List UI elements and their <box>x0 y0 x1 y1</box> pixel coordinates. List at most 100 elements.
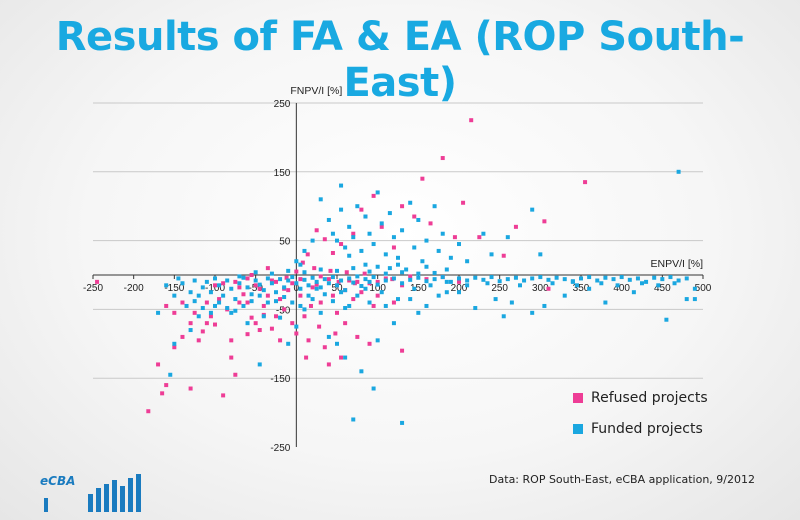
x-tick-label: 150 <box>410 283 427 294</box>
data-point <box>375 190 380 195</box>
data-point <box>172 310 177 315</box>
data-point <box>587 275 592 280</box>
data-point <box>196 293 201 298</box>
data-point <box>408 200 413 205</box>
data-point <box>213 283 217 288</box>
data-point <box>172 345 177 350</box>
data-point <box>269 271 274 276</box>
data-point <box>379 224 384 229</box>
data-point <box>542 303 547 308</box>
data-point <box>424 303 429 308</box>
data-point <box>261 314 266 319</box>
data-point <box>305 252 310 257</box>
legend-swatch-funded <box>573 424 583 434</box>
data-point <box>233 279 238 284</box>
data-point <box>383 276 388 281</box>
data-point <box>428 283 433 288</box>
data-point <box>330 250 335 255</box>
data-point <box>261 288 266 293</box>
data-point <box>359 248 364 253</box>
data-point <box>452 235 457 240</box>
data-point <box>416 310 421 315</box>
data-point <box>200 285 205 290</box>
data-point <box>269 281 274 286</box>
data-point <box>359 369 364 374</box>
data-point <box>265 276 270 281</box>
data-point <box>188 386 193 391</box>
legend-label-funded: Funded projects <box>591 421 703 437</box>
data-point <box>330 293 335 298</box>
data-point <box>444 279 449 284</box>
data-point <box>432 270 437 275</box>
data-point <box>302 277 307 282</box>
data-point <box>306 338 311 343</box>
data-point <box>318 310 323 315</box>
data-point <box>237 281 242 286</box>
data-point <box>619 275 624 280</box>
data-point <box>371 193 376 198</box>
data-point <box>371 275 376 280</box>
data-point <box>408 277 413 282</box>
data-point <box>343 306 348 311</box>
data-point <box>493 297 498 302</box>
data-point <box>233 297 238 302</box>
data-point <box>599 281 604 286</box>
data-point <box>217 300 222 305</box>
data-point <box>249 292 254 297</box>
data-point <box>265 293 270 298</box>
data-point <box>298 303 303 308</box>
data-point <box>428 221 433 226</box>
x-tick-label: 300 <box>532 283 549 294</box>
data-point <box>200 329 205 334</box>
data-point <box>522 278 527 283</box>
data-point <box>383 303 388 308</box>
data-point <box>208 310 213 315</box>
data-point <box>668 275 673 280</box>
data-point <box>245 332 250 337</box>
data-point <box>347 276 352 281</box>
data-point <box>317 324 322 329</box>
data-point <box>330 275 335 280</box>
data-point <box>335 268 339 273</box>
data-point <box>326 362 331 367</box>
data-point <box>213 322 217 327</box>
data-point <box>294 324 299 329</box>
data-point <box>269 326 274 331</box>
data-point <box>391 321 396 326</box>
data-point <box>278 297 283 302</box>
data-point <box>326 334 331 339</box>
data-point <box>333 331 338 336</box>
data-point <box>375 279 380 284</box>
data-point <box>314 282 319 287</box>
data-point <box>318 197 323 202</box>
data-point <box>314 228 319 233</box>
data-point <box>359 290 364 295</box>
data-point <box>257 293 262 298</box>
data-point <box>213 303 217 308</box>
data-point <box>631 290 636 295</box>
data-point <box>269 278 274 283</box>
data-point <box>274 279 278 284</box>
data-point <box>485 281 490 286</box>
data-point <box>253 283 258 288</box>
data-point <box>513 224 518 229</box>
data-point <box>310 275 315 280</box>
data-point <box>245 300 250 305</box>
data-point <box>440 275 445 280</box>
y-tick-label: 50 <box>279 237 291 248</box>
data-point <box>379 221 384 226</box>
data-point <box>420 259 425 264</box>
data-point <box>294 269 299 274</box>
data-point <box>326 277 331 282</box>
data-point <box>424 279 429 284</box>
data-point <box>660 277 665 282</box>
data-point <box>375 293 380 298</box>
data-point <box>362 271 367 276</box>
data-point <box>465 259 470 264</box>
data-point <box>343 288 348 293</box>
data-point <box>391 235 396 240</box>
data-point <box>221 293 226 298</box>
data-point <box>306 283 311 288</box>
data-point <box>294 259 299 264</box>
